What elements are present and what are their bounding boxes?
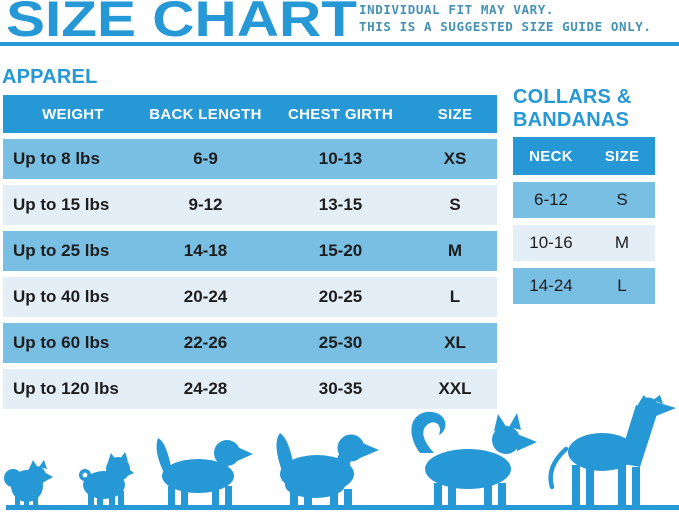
collars-cell-size: L <box>589 268 655 304</box>
apparel-cell-chest-girth: 20-25 <box>268 277 413 317</box>
apparel-cell-weight: Up to 60 lbs <box>3 323 143 363</box>
collars-size-table: NECK SIZE 6-12 S 10-16 M 14-24 L <box>513 130 655 311</box>
apparel-col-header-size: SIZE <box>413 95 497 133</box>
table-row: Up to 60 lbs 22-26 25-30 XL <box>3 323 497 363</box>
apparel-cell-weight: Up to 8 lbs <box>3 139 143 179</box>
collars-cell-neck: 10-16 <box>513 225 589 261</box>
apparel-cell-weight: Up to 15 lbs <box>3 185 143 225</box>
apparel-col-header-weight: WEIGHT <box>3 95 143 133</box>
apparel-cell-size: M <box>413 231 497 271</box>
table-row: 10-16 M <box>513 225 655 261</box>
page-title: SIZE CHART <box>6 0 357 47</box>
collars-col-header-size: SIZE <box>589 137 655 175</box>
dog-size-lineup <box>0 395 679 520</box>
apparel-cell-back-length: 20-24 <box>143 277 268 317</box>
apparel-cell-weight: Up to 120 lbs <box>3 369 143 409</box>
cocker-spaniel-silhouette-icon <box>276 433 379 505</box>
collars-cell-size: M <box>589 225 655 261</box>
apparel-cell-size: XS <box>413 139 497 179</box>
great-dane-silhouette-icon <box>548 395 676 505</box>
apparel-cell-weight: Up to 40 lbs <box>3 277 143 317</box>
table-row: 6-12 S <box>513 182 655 218</box>
apparel-cell-size: XL <box>413 323 497 363</box>
apparel-section-heading: APPAREL <box>2 66 98 88</box>
apparel-cell-chest-girth: 15-20 <box>268 231 413 271</box>
apparel-cell-size: XXL <box>413 369 497 409</box>
disclaimer-line-2: THIS IS A SUGGESTED SIZE GUIDE ONLY. <box>359 19 652 34</box>
apparel-cell-chest-girth: 25-30 <box>268 323 413 363</box>
beagle-silhouette-icon <box>156 438 253 505</box>
disclaimer: INDIVIDUAL FIT MAY VARY. THIS IS A SUGGE… <box>359 1 652 35</box>
title-underline <box>0 42 679 46</box>
ground-line <box>6 505 679 510</box>
pomeranian-silhouette-icon <box>4 460 53 505</box>
collars-cell-neck: 6-12 <box>513 182 589 218</box>
table-row: Up to 8 lbs 6-9 10-13 XS <box>3 139 497 179</box>
table-row: Up to 40 lbs 20-24 20-25 L <box>3 277 497 317</box>
collars-cell-size: S <box>589 182 655 218</box>
table-row: Up to 15 lbs 9-12 13-15 S <box>3 185 497 225</box>
husky-silhouette-icon <box>411 411 537 505</box>
apparel-cell-back-length: 14-18 <box>143 231 268 271</box>
apparel-cell-back-length: 22-26 <box>143 323 268 363</box>
disclaimer-line-1: INDIVIDUAL FIT MAY VARY. <box>359 2 555 17</box>
table-row: Up to 120 lbs 24-28 30-35 XXL <box>3 369 497 409</box>
pug-silhouette-icon <box>79 452 134 505</box>
apparel-cell-chest-girth: 13-15 <box>268 185 413 225</box>
apparel-cell-back-length: 24-28 <box>143 369 268 409</box>
collars-section-heading: COLLARS & BANDANAS <box>513 86 632 131</box>
apparel-cell-size: L <box>413 277 497 317</box>
collars-cell-neck: 14-24 <box>513 268 589 304</box>
collars-col-header-neck: NECK <box>513 137 589 175</box>
apparel-cell-size: S <box>413 185 497 225</box>
apparel-cell-back-length: 9-12 <box>143 185 268 225</box>
apparel-cell-weight: Up to 25 lbs <box>3 231 143 271</box>
apparel-header-row: WEIGHT BACK LENGTH CHEST GIRTH SIZE <box>3 95 497 133</box>
apparel-size-table: WEIGHT BACK LENGTH CHEST GIRTH SIZE Up t… <box>3 89 497 415</box>
table-row: Up to 25 lbs 14-18 15-20 M <box>3 231 497 271</box>
collars-header-row: NECK SIZE <box>513 137 655 175</box>
table-row: 14-24 L <box>513 268 655 304</box>
apparel-col-header-chest-girth: CHEST GIRTH <box>268 95 413 133</box>
apparel-col-header-back-length: BACK LENGTH <box>143 95 268 133</box>
apparel-cell-chest-girth: 10-13 <box>268 139 413 179</box>
apparel-cell-chest-girth: 30-35 <box>268 369 413 409</box>
apparel-cell-back-length: 6-9 <box>143 139 268 179</box>
